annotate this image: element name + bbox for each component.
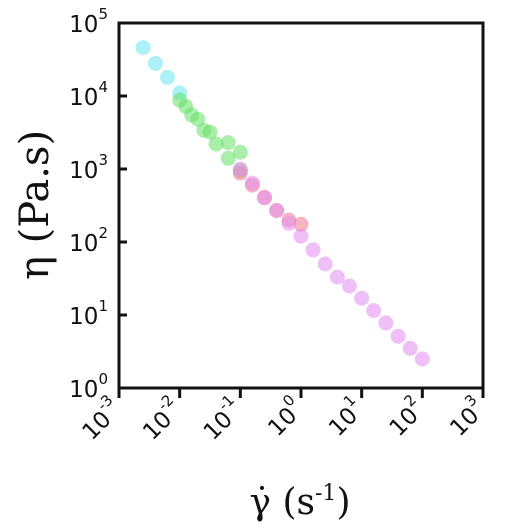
data-point-s1-9 [232, 144, 248, 160]
data-point-s3-6 [305, 242, 321, 258]
data-point-s0-2 [160, 69, 175, 85]
x-axis-label-symbol: γ̇ [250, 482, 272, 523]
data-point-s0-1 [148, 55, 163, 71]
data-point-s3-12 [378, 315, 394, 331]
y-tick-label-1: 101 [69, 297, 108, 330]
y-tick-label-4: 104 [69, 78, 108, 111]
data-point-s3-14 [402, 340, 418, 356]
x-axis-label: γ̇ (s-1) [250, 481, 351, 523]
data-point-s3-10 [354, 290, 370, 306]
x-tick-label-2: 10-1 [194, 391, 249, 446]
data-point-s3-3 [269, 203, 285, 218]
data-point-s3-4 [281, 215, 297, 231]
x-tick-label-3: 100 [258, 391, 309, 442]
y-tick-label-2: 102 [69, 224, 108, 257]
x-axis-label-open: (s [271, 482, 315, 523]
data-points [135, 40, 430, 367]
data-point-s3-13 [390, 328, 406, 344]
data-point-s3-1 [244, 175, 260, 191]
data-point-s0-0 [135, 40, 151, 56]
data-point-s1-6 [208, 136, 224, 152]
y-axis-ticks: 100 101 102 103 104 105 [69, 5, 127, 403]
data-point-s3-9 [342, 278, 357, 294]
data-point-s3-7 [317, 256, 333, 272]
x-tick-label-5: 102 [380, 391, 431, 442]
data-point-s3-15 [414, 351, 430, 367]
data-point-s3-11 [366, 303, 382, 319]
data-point-s1-5 [202, 124, 218, 140]
data-point-s3-8 [329, 269, 345, 285]
y-axis-label: η (Pa.s) [12, 130, 58, 280]
x-tick-label-1: 10-2 [133, 391, 188, 446]
y-tick-label-0: 100 [69, 370, 108, 403]
data-point-s1-7 [220, 135, 236, 151]
x-axis-label-close: ) [336, 482, 350, 523]
data-point-s2-5 [293, 216, 309, 232]
y-tick-label-3: 103 [69, 151, 108, 184]
data-point-s3-5 [293, 228, 309, 244]
y-tick-label-5: 105 [69, 5, 108, 38]
data-point-s3-0 [232, 161, 248, 177]
data-point-s1-8 [220, 150, 236, 166]
data-point-s3-2 [257, 190, 272, 206]
x-axis-label-exp: -1 [315, 481, 336, 506]
x-tick-label-6: 103 [440, 391, 491, 442]
x-tick-label-4: 101 [319, 391, 370, 442]
